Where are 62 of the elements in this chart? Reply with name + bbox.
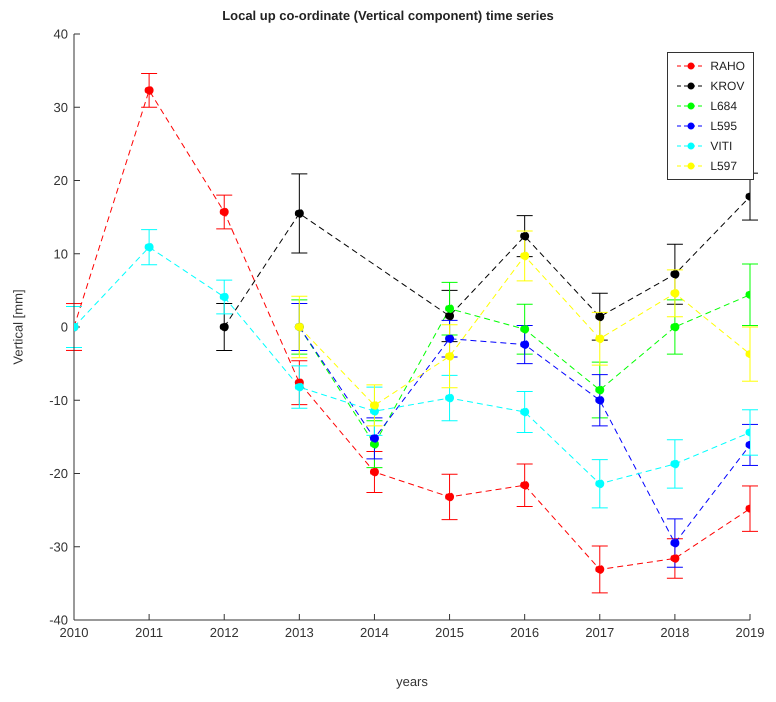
y-tick-label: 10 — [54, 246, 68, 262]
point — [520, 480, 530, 490]
point — [595, 385, 604, 394]
point — [670, 270, 680, 279]
point — [670, 288, 680, 298]
point — [595, 396, 604, 405]
y-axis-title: Vertical [mm] — [10, 289, 26, 365]
legend-label: VITI — [710, 139, 732, 153]
y-tick-label: -40 — [49, 612, 68, 628]
y-tick-label: 20 — [54, 173, 68, 188]
point — [370, 400, 379, 410]
legend-label: KROV — [710, 79, 744, 93]
legend-label: L597 — [710, 159, 738, 173]
point — [445, 304, 454, 314]
point — [294, 208, 304, 218]
y-tick-label: -30 — [49, 539, 68, 554]
point — [144, 86, 154, 95]
x-axis-title: years — [396, 674, 428, 689]
point — [445, 334, 454, 344]
point — [595, 334, 604, 344]
x-tick-label: 2011 — [135, 625, 164, 640]
y-tick-label: -10 — [49, 392, 68, 408]
point — [670, 459, 680, 468]
point — [445, 394, 454, 403]
chart-title: Local up co-ordinate (Vertical component) time series — [221, 8, 555, 25]
legend-label: L684 — [710, 99, 738, 113]
point — [520, 251, 530, 260]
point — [220, 292, 229, 302]
point — [445, 492, 454, 502]
point — [520, 232, 530, 241]
x-tick-label: 2016 — [510, 625, 540, 640]
point — [520, 340, 530, 350]
y-tick-label: 0 — [60, 320, 68, 335]
point — [370, 468, 379, 477]
point — [595, 479, 604, 488]
x-tick-label: 2010 — [60, 625, 88, 640]
y-tick-label: -20 — [49, 466, 68, 482]
x-tick-label: 2014 — [360, 625, 389, 640]
legend-label: RAHO — [710, 59, 745, 73]
x-tick-label: 2013 — [284, 625, 314, 640]
x-tick-label: 2015 — [435, 625, 464, 640]
point — [520, 407, 530, 416]
point — [294, 382, 304, 392]
legend-label: L595 — [710, 119, 738, 133]
point — [445, 312, 454, 321]
x-tick-label: 2019 — [736, 625, 764, 640]
x-tick-label: 2018 — [660, 625, 690, 640]
x-tick-label: 2012 — [210, 625, 239, 640]
point — [220, 322, 229, 332]
point — [595, 564, 604, 574]
point — [670, 538, 680, 548]
point — [670, 322, 680, 332]
point — [595, 312, 604, 322]
point — [370, 434, 379, 443]
point — [144, 242, 154, 252]
point — [670, 554, 680, 563]
point — [520, 324, 530, 334]
point — [445, 352, 454, 361]
y-tick-label: 40 — [54, 26, 68, 42]
x-tick-label: 2017 — [585, 625, 614, 640]
y-tick-label: 30 — [54, 100, 68, 115]
point — [220, 207, 229, 216]
